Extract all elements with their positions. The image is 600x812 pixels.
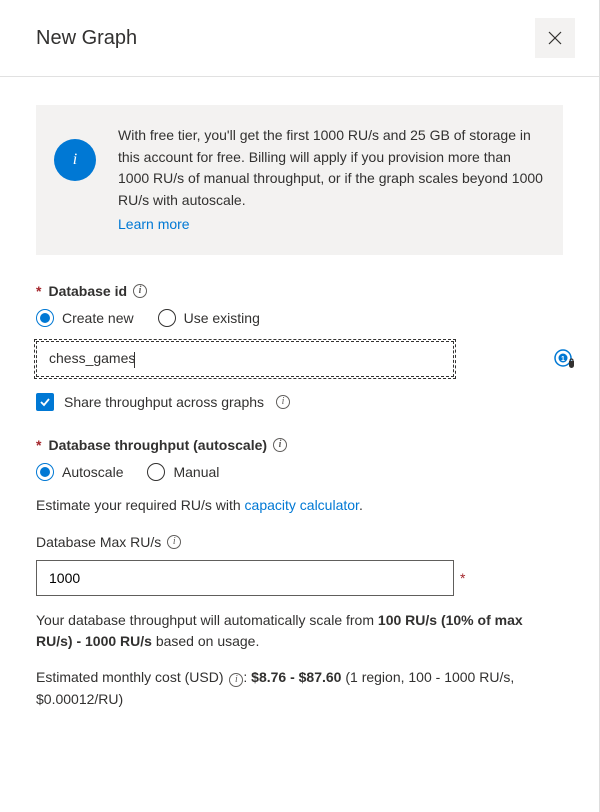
- throughput-label: * Database throughput (autoscale) i: [36, 437, 563, 453]
- max-ru-input-row: *: [36, 560, 563, 596]
- scale-info-text: Your database throughput will automatica…: [36, 610, 563, 653]
- create-new-radio[interactable]: Create new: [36, 309, 134, 327]
- info-message: With free tier, you'll get the first 100…: [118, 127, 543, 208]
- radio-label: Autoscale: [62, 464, 123, 480]
- learn-more-link[interactable]: Learn more: [118, 214, 543, 236]
- radio-icon: [158, 309, 176, 327]
- share-throughput-checkbox[interactable]: [36, 393, 54, 411]
- password-manager-icon[interactable]: 1: [554, 349, 576, 369]
- new-graph-panel: New Graph i With free tier, you'll get t…: [0, 0, 600, 812]
- info-icon[interactable]: i: [276, 395, 290, 409]
- max-ru-label: Database Max RU/s i: [36, 534, 563, 550]
- close-button[interactable]: [535, 18, 575, 58]
- info-icon[interactable]: i: [167, 535, 181, 549]
- cost-info-text: Estimated monthly cost (USD) i: $8.76 - …: [36, 667, 563, 710]
- throughput-section: * Database throughput (autoscale) i Auto…: [36, 437, 563, 516]
- throughput-radio-group: Autoscale Manual: [36, 463, 563, 481]
- panel-body: i With free tier, you'll get the first 1…: [0, 77, 599, 710]
- free-tier-info-box: i With free tier, you'll get the first 1…: [36, 105, 563, 255]
- required-marker: *: [460, 570, 465, 586]
- panel-title: New Graph: [36, 27, 137, 50]
- radio-icon: [36, 463, 54, 481]
- panel-header: New Graph: [0, 0, 599, 77]
- text-caret: [134, 352, 135, 368]
- svg-text:1: 1: [561, 356, 565, 363]
- share-throughput-row: Share throughput across graphs i: [36, 393, 563, 411]
- capacity-calculator-link[interactable]: capacity calculator: [245, 497, 359, 513]
- estimate-helper: Estimate your required RU/s with capacit…: [36, 495, 563, 516]
- max-ru-input[interactable]: [36, 560, 454, 596]
- info-icon[interactable]: i: [273, 438, 287, 452]
- share-throughput-label: Share throughput across graphs: [64, 394, 264, 410]
- manual-radio[interactable]: Manual: [147, 463, 219, 481]
- radio-label: Create new: [62, 310, 134, 326]
- database-id-input-wrap: chess_games 1: [36, 341, 563, 376]
- radio-label: Manual: [173, 464, 219, 480]
- max-ru-section: Database Max RU/s i * Your database thro…: [36, 534, 563, 711]
- use-existing-radio[interactable]: Use existing: [158, 309, 260, 327]
- radio-icon: [36, 309, 54, 327]
- info-icon[interactable]: i: [133, 284, 147, 298]
- info-icon: i: [54, 139, 96, 181]
- radio-label: Use existing: [184, 310, 260, 326]
- database-id-input[interactable]: chess_games: [36, 341, 454, 376]
- info-text: With free tier, you'll get the first 100…: [118, 125, 543, 235]
- database-id-radio-group: Create new Use existing: [36, 309, 563, 327]
- required-marker: *: [36, 283, 41, 299]
- radio-icon: [147, 463, 165, 481]
- check-icon: [39, 396, 51, 408]
- autoscale-radio[interactable]: Autoscale: [36, 463, 123, 481]
- required-marker: *: [36, 437, 41, 453]
- database-id-section: * Database id i Create new Use existing …: [36, 283, 563, 410]
- close-icon: [547, 30, 563, 46]
- info-icon[interactable]: i: [229, 673, 243, 687]
- database-id-label: * Database id i: [36, 283, 563, 299]
